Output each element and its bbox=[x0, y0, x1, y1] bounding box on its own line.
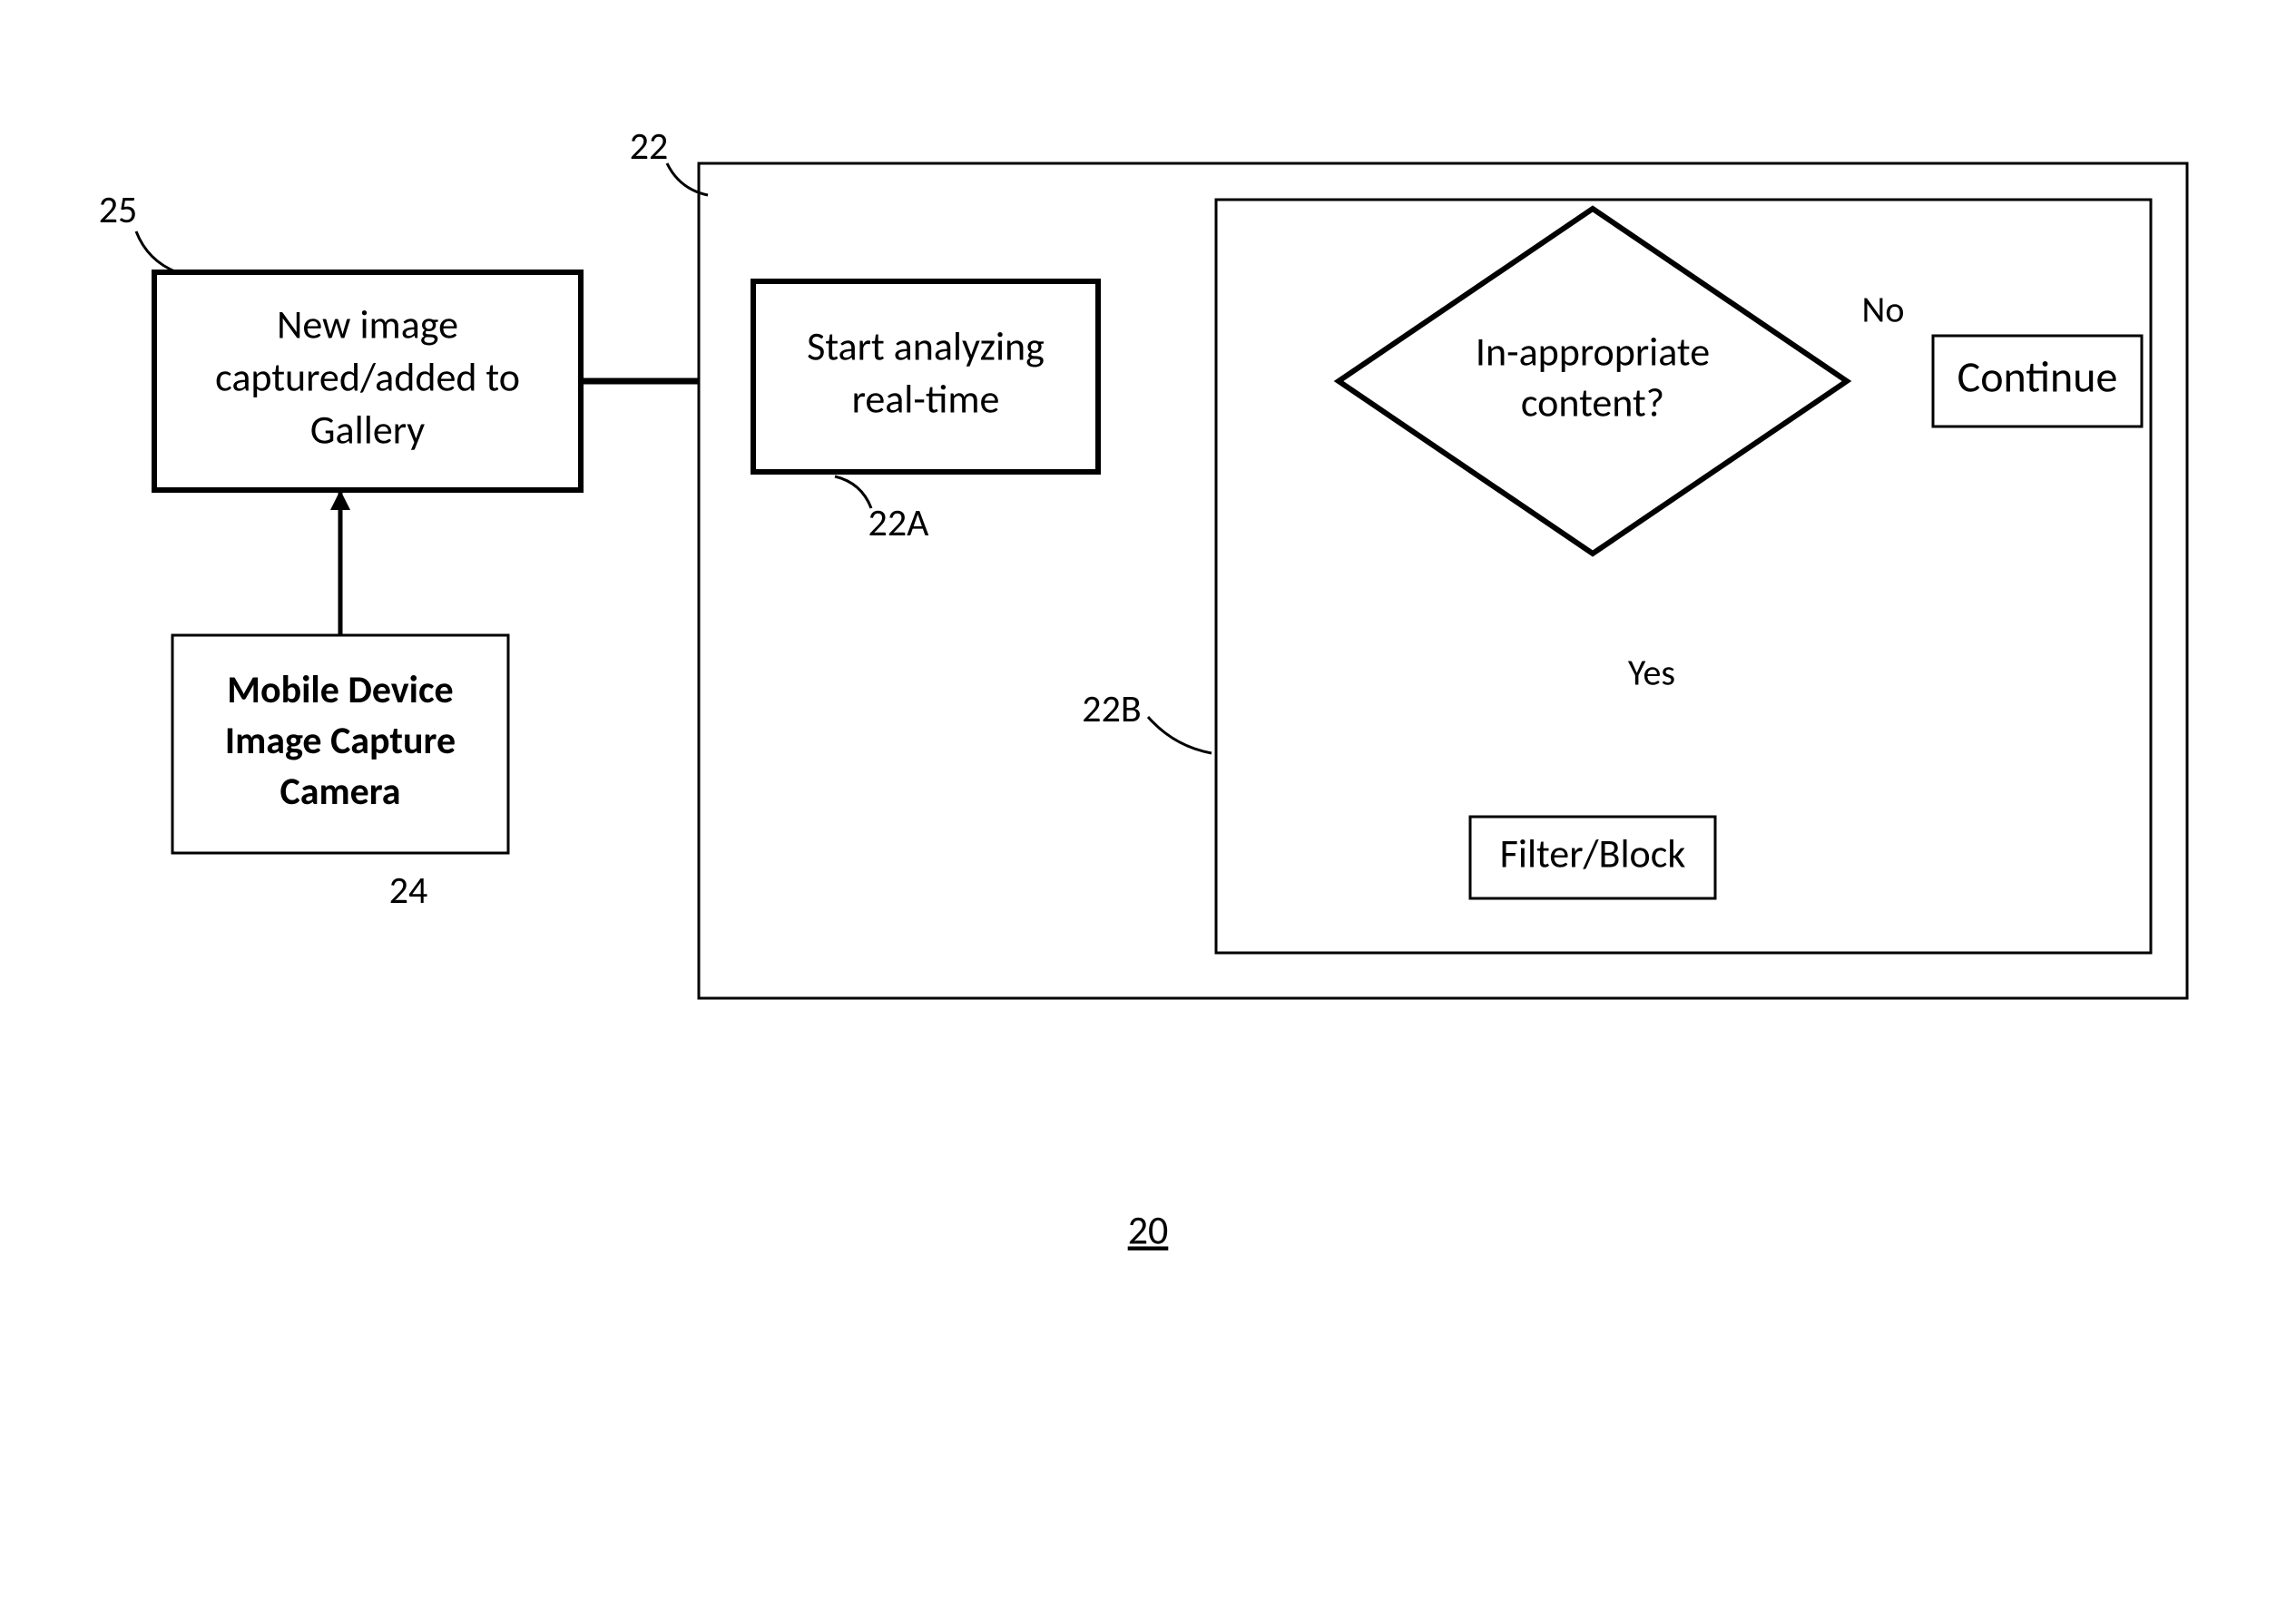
svg-text:Start analyzing: Start analyzing bbox=[807, 322, 1045, 371]
svg-text:Filter/Block: Filter/Block bbox=[1500, 829, 1686, 878]
svg-text:In-appropriate: In-appropriate bbox=[1476, 328, 1710, 377]
svg-text:20: 20 bbox=[1128, 1206, 1169, 1255]
svg-text:content?: content? bbox=[1521, 378, 1664, 427]
svg-text:New image: New image bbox=[277, 300, 458, 349]
svg-text:Gallery: Gallery bbox=[310, 406, 425, 455]
svg-text:Mobile Device: Mobile Device bbox=[227, 667, 453, 713]
svg-text:22: 22 bbox=[630, 123, 669, 170]
svg-text:25: 25 bbox=[99, 187, 138, 233]
svg-text:Continue: Continue bbox=[1957, 349, 2118, 403]
svg-text:real-time: real-time bbox=[852, 375, 1000, 424]
svg-text:No: No bbox=[1862, 288, 1905, 332]
svg-text:Image Capture: Image Capture bbox=[225, 718, 456, 764]
svg-text:22A: 22A bbox=[868, 500, 930, 546]
svg-text:Camera: Camera bbox=[280, 769, 400, 815]
svg-text:Yes: Yes bbox=[1628, 651, 1675, 695]
svg-text:22B: 22B bbox=[1082, 686, 1141, 732]
svg-text:captured/added to: captured/added to bbox=[215, 353, 520, 402]
svg-text:24: 24 bbox=[389, 868, 428, 914]
